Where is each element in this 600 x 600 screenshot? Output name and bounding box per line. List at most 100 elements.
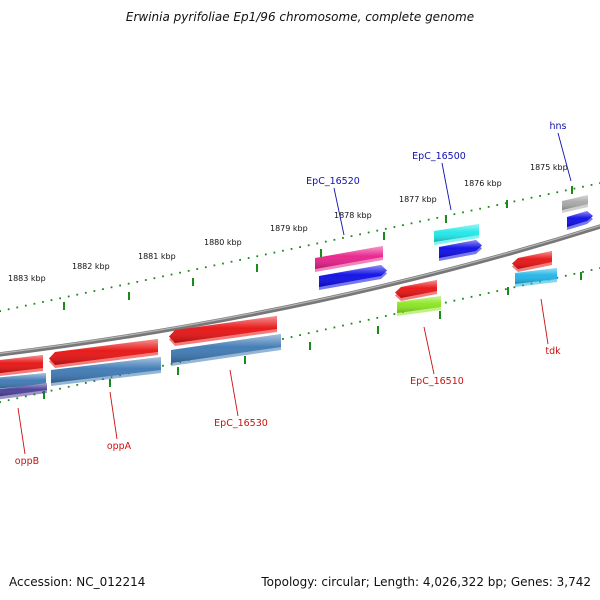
outer-ring-dot	[504, 202, 507, 205]
gene-label[interactable]: hns	[550, 121, 567, 132]
label-leader-line	[109, 391, 118, 440]
outer-ring-dot	[16, 306, 19, 309]
outer-ring-dot	[204, 266, 207, 269]
gene-label[interactable]: EpC_16510	[410, 376, 464, 387]
outer-ring-dot	[324, 240, 327, 243]
inner-ring-dot	[556, 276, 559, 279]
inner-ring-dot	[384, 315, 387, 317]
gene-feature-shine	[0, 373, 46, 389]
label-leader-line	[540, 298, 549, 345]
tick-label: 1878 kbp	[334, 211, 372, 220]
outer-ring-dot	[187, 269, 190, 272]
outer-ring-dot	[239, 259, 241, 261]
gene-feature-shine	[397, 296, 441, 313]
gene-feature-shine	[439, 240, 482, 258]
outer-ring-dot	[307, 244, 310, 247]
outer-ring-dot	[170, 273, 173, 276]
inner-ring-dot	[50, 389, 53, 392]
outer-ring-dot	[522, 198, 524, 201]
gene-feature[interactable]	[395, 280, 437, 301]
outer-ring-dot	[316, 242, 319, 245]
inner-ring-dot	[162, 364, 164, 367]
accession-text: Accession: NC_012214	[9, 575, 146, 589]
inner-ring-dot	[444, 301, 447, 304]
gene-feature[interactable]	[512, 251, 552, 272]
outer-ring-dot	[402, 224, 404, 227]
label-leader-line	[17, 407, 26, 455]
outer-ring-dot	[290, 248, 293, 250]
gene-feature-shine	[315, 246, 383, 269]
tick-ring: 1875 kbp 1876 kbp 1877 kbp 1878 kbp 1879 kbp…	[0, 163, 600, 403]
gene-feature[interactable]	[562, 195, 588, 213]
gene-feature[interactable]	[169, 316, 277, 346]
map-title: Erwinia pyrifoliae Ep1/96 chromosome, co…	[125, 10, 475, 24]
chromosome-backbone-highlight	[0, 224, 600, 354]
gene-feature[interactable]	[434, 224, 479, 245]
gene-feature[interactable]	[439, 240, 482, 261]
gene-label[interactable]: tdk	[545, 346, 561, 357]
gene-label[interactable]: oppA	[107, 441, 132, 452]
gene-feature-shine	[0, 383, 47, 397]
outer-ring-dot	[470, 209, 473, 212]
outer-ring-dot	[376, 229, 379, 232]
inner-ring-dot	[59, 387, 61, 390]
inner-ring-dot	[513, 286, 516, 289]
gene-feature[interactable]	[567, 211, 593, 230]
outer-ring-dot	[0, 310, 1, 312]
outer-ring-dot	[427, 218, 430, 221]
outer-ring-dot	[179, 271, 181, 274]
gene-feature[interactable]	[0, 383, 47, 400]
outer-ring-dot	[230, 260, 233, 263]
inner-ring-dot	[290, 336, 293, 338]
label-leader-line	[557, 132, 572, 182]
gene-feature[interactable]	[0, 355, 43, 376]
gene-feature[interactable]	[171, 334, 281, 366]
outer-ring-dot	[299, 246, 301, 248]
inner-ring-dot	[367, 318, 370, 321]
outer-ring-dot	[273, 251, 276, 254]
inner-ring-dot	[376, 316, 379, 319]
outer-ring-dot	[213, 264, 216, 267]
gene-feature[interactable]	[315, 246, 383, 272]
gene-feature-shine	[562, 195, 588, 210]
outer-ring-dot	[350, 235, 353, 238]
gene-label[interactable]: EpC_16520	[306, 176, 360, 187]
gene-feature-shine	[49, 339, 158, 365]
outer-ring-dot	[359, 233, 361, 236]
label-leader-line	[423, 326, 435, 375]
outer-ring-dot	[342, 237, 344, 239]
gene-label[interactable]: EpC_16530	[214, 418, 268, 429]
outer-ring-dot	[333, 238, 336, 241]
inner-ring-dot	[504, 288, 507, 291]
outer-ring-dot	[539, 195, 541, 197]
inner-ring-dot	[16, 397, 19, 400]
outer-ring-dot	[282, 249, 284, 252]
outer-ring-dot	[564, 189, 567, 192]
outer-ring-dot	[153, 277, 156, 280]
gene-label[interactable]: oppB	[15, 456, 39, 467]
gene-feature[interactable]	[319, 265, 387, 290]
gene-feature[interactable]	[49, 339, 158, 368]
label-leader-line	[441, 162, 452, 211]
gene-feature[interactable]	[397, 296, 441, 316]
gene-label[interactable]: EpC_16500	[412, 151, 466, 162]
inner-ring-dot	[393, 313, 396, 315]
tick-label: 1880 kbp	[204, 238, 242, 247]
gene-feature[interactable]	[51, 357, 161, 386]
outer-ring-dot	[196, 268, 199, 270]
gene-feature-shine	[319, 265, 387, 287]
inner-ring-dot	[342, 324, 344, 327]
inner-ring-dot	[0, 401, 1, 403]
gene-feature-shine	[51, 357, 161, 383]
outer-ring-dot	[24, 304, 27, 307]
gene-feature[interactable]	[515, 268, 557, 287]
inner-ring-dot	[487, 292, 490, 294]
inner-ring-dot	[564, 274, 567, 277]
inner-ring-dot	[453, 299, 456, 302]
gene-feature-shine	[512, 251, 552, 269]
inner-ring-dot	[479, 294, 481, 296]
outer-ring-dot	[136, 280, 139, 283]
outer-ring-dot	[247, 257, 250, 259]
outer-ring-dot	[582, 185, 584, 188]
